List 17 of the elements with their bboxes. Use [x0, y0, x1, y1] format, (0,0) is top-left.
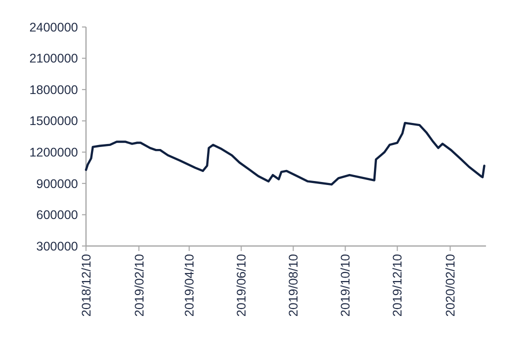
x-tick-label: 2018/12/10 [79, 254, 94, 317]
y-tick-label: 1200000 [29, 146, 78, 160]
y-tick-label: 2400000 [29, 20, 78, 34]
y-tick-label: 2100000 [29, 52, 78, 66]
x-tick-label: 2019/04/10 [182, 254, 197, 317]
x-tick-label: 2019/06/10 [234, 254, 249, 317]
x-tick-label: 2019/08/10 [286, 254, 301, 317]
line-series [84, 122, 486, 186]
x-tick-label: 2020/02/10 [444, 254, 458, 317]
x-tick-label: 2019/10/10 [338, 254, 353, 317]
y-tick-label: 900000 [36, 176, 78, 191]
x-tick-label: 2019/12/10 [390, 254, 405, 317]
y-tick-label: 1800000 [29, 82, 78, 97]
x-tick-label: 2019/02/10 [132, 254, 146, 317]
y-tick-label: 1500000 [29, 114, 78, 128]
y-tick-label: 600000 [36, 208, 78, 222]
y-tick-label: 300000 [36, 239, 78, 254]
